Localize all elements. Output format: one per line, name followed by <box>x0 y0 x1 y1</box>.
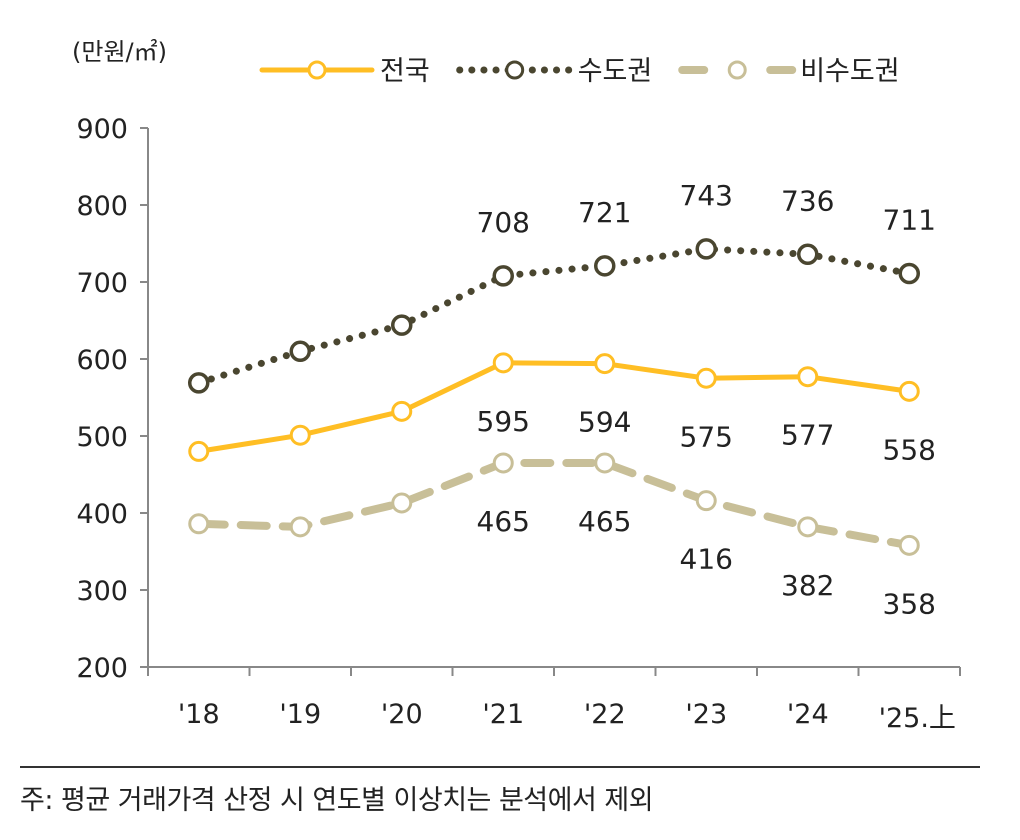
y-tick-label: 900 <box>76 114 128 145</box>
series-line-수도권 <box>195 245 913 387</box>
series-line-비수도권 <box>194 458 914 550</box>
data-point <box>898 262 920 285</box>
y-tick-label: 600 <box>76 345 128 376</box>
series-line-전국 <box>196 360 912 454</box>
legend-label: 전국 <box>380 56 430 87</box>
data-point <box>289 340 311 363</box>
data-label: 711 <box>883 204 936 237</box>
data-point <box>797 243 819 266</box>
data-point <box>289 516 311 538</box>
data-point <box>898 380 920 402</box>
x-tick-label: '18 <box>178 699 220 730</box>
note-divider <box>20 766 980 768</box>
data-point <box>188 372 210 394</box>
x-tick-label: '24 <box>787 699 829 730</box>
data-label: 594 <box>578 406 631 439</box>
y-tick-label: 200 <box>76 653 128 684</box>
data-point <box>391 314 413 336</box>
data-label: 358 <box>883 587 936 620</box>
data-point <box>188 513 210 535</box>
line-chart: 200 300 400 500 600 700 800 900 '18 '19 '20 '21 '22 '… <box>72 38 961 734</box>
data-point <box>492 352 514 374</box>
data-label: 416 <box>680 543 733 576</box>
data-label: 577 <box>781 419 834 452</box>
data-point <box>492 452 514 474</box>
data-point <box>492 265 514 287</box>
data-label: 736 <box>781 184 834 217</box>
data-label: 465 <box>477 505 530 538</box>
legend-marker <box>727 60 747 80</box>
data-point <box>797 366 819 388</box>
data-point <box>188 440 210 462</box>
data-point <box>391 492 413 514</box>
data-label: 465 <box>578 505 631 538</box>
data-point <box>391 400 413 422</box>
data-point <box>594 255 616 277</box>
x-tick-label: '25.上 <box>879 703 956 734</box>
data-label: 721 <box>578 196 631 229</box>
data-point <box>898 534 920 556</box>
x-tick-label: '20 <box>381 699 423 730</box>
data-label: 708 <box>477 206 530 239</box>
data-point <box>695 490 717 512</box>
data-label: 382 <box>781 569 834 602</box>
data-label: 743 <box>680 179 733 212</box>
legend-label: 비수도권 <box>800 56 899 87</box>
y-unit-label: (만원/㎡) <box>72 38 167 66</box>
x-tick-label: '22 <box>584 699 626 730</box>
data-point <box>594 353 616 375</box>
x-tick-label: '23 <box>685 699 727 730</box>
data-point <box>797 516 819 538</box>
data-point <box>695 367 717 389</box>
y-tick-label: 300 <box>76 576 128 607</box>
x-tick-label: '21 <box>482 699 524 730</box>
legend-label: 수도권 <box>578 56 653 87</box>
data-label: 558 <box>883 433 936 466</box>
y-tick-label: 400 <box>76 499 128 530</box>
legend-marker <box>505 60 525 80</box>
data-label: 575 <box>680 420 733 453</box>
data-label: 595 <box>477 405 530 438</box>
footnote: 주: 평균 거래가격 산정 시 연도별 이상치는 분석에서 제외 <box>20 785 654 816</box>
y-tick-label: 500 <box>76 422 128 453</box>
legend-marker <box>307 60 327 80</box>
y-tick-label: 700 <box>76 268 128 299</box>
x-tick-label: '19 <box>279 699 321 730</box>
data-point <box>695 238 717 260</box>
data-point <box>289 424 311 446</box>
y-tick-label: 800 <box>76 191 128 222</box>
data-point <box>594 452 616 474</box>
